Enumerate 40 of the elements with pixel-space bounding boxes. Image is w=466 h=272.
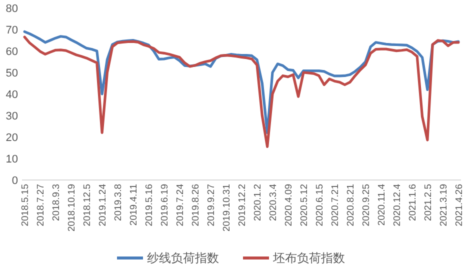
x-tick-label: 2021.4.26 <box>454 184 465 226</box>
x-tick-label: 2020.7.21 <box>330 184 341 226</box>
x-tick-label: 2020.5.12 <box>298 184 310 226</box>
y-tick-label: 10 <box>6 154 18 166</box>
y-tick-label: 0 <box>12 175 18 187</box>
x-tick-label: 2020.11.4 <box>376 184 388 226</box>
x-tick-label: 2019.5.16 <box>144 184 156 226</box>
x-tick-label: 2018.9.3 <box>51 184 62 221</box>
x-tick-label: 2020.4.09 <box>283 184 294 226</box>
legend-label: 坯布负荷指数 <box>272 251 345 265</box>
x-tick-label: 2021.2.5 <box>422 184 434 221</box>
x-tick-label: 2021.1.6 <box>407 184 418 221</box>
y-tick-label: 70 <box>6 24 18 36</box>
x-tick-label: 2020.3.4 <box>268 184 279 221</box>
x-tick-label: 2019.7.24 <box>175 184 186 226</box>
x-tick-label: 2020.12.4 <box>392 184 403 226</box>
x-tick-label: 2020.9.25 <box>360 184 372 226</box>
x-tick-label: 2021.3.19 <box>438 184 450 226</box>
x-tick-label: 2020.1.2 <box>252 184 264 221</box>
x-tick-label: 2018.10.19 <box>66 184 78 232</box>
y-tick-label: 40 <box>6 89 18 101</box>
x-tick-label: 2020.6.15 <box>314 184 326 226</box>
x-tick-label: 2018.7.27 <box>36 184 47 226</box>
x-tick-label: 2019.9.27 <box>206 184 218 226</box>
x-tick-label: 2018.12.5 <box>82 184 94 226</box>
x-tick-label: 2019.12.2 <box>237 184 248 226</box>
y-tick-label: 50 <box>6 68 18 80</box>
y-tick-label: 20 <box>6 132 18 144</box>
y-tick-label: 80 <box>6 3 18 15</box>
x-tick-label: 2019.10.31 <box>222 184 233 232</box>
x-tick-label: 2019.1.24 <box>98 184 109 226</box>
x-tick-label: 2019.8.26 <box>190 184 202 226</box>
x-tick-label: 2019.6.19 <box>160 184 171 226</box>
y-tick-label: 30 <box>6 110 18 122</box>
y-tick-label: 60 <box>6 46 18 58</box>
x-tick-label: 2018.5.15 <box>20 184 32 226</box>
x-tick-label: 2019.3.8 <box>113 184 124 221</box>
x-tick-label: 2019.4.11 <box>128 184 140 226</box>
legend-label: 纱线负荷指数 <box>147 251 219 265</box>
x-tick-label: 2020.8.21 <box>345 184 356 226</box>
